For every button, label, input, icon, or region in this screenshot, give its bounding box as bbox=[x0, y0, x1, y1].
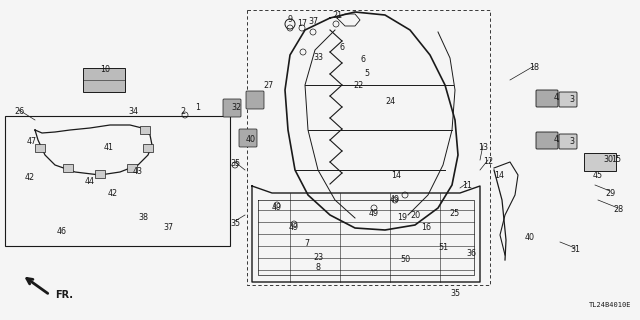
Bar bbox=[140, 126, 150, 134]
FancyBboxPatch shape bbox=[536, 90, 558, 107]
Text: 30: 30 bbox=[603, 156, 613, 164]
Text: 45: 45 bbox=[593, 172, 603, 180]
Text: 1: 1 bbox=[195, 103, 200, 113]
Text: 33: 33 bbox=[313, 53, 323, 62]
Text: 22: 22 bbox=[353, 82, 363, 91]
Bar bbox=[63, 164, 73, 172]
Text: 40: 40 bbox=[525, 234, 535, 243]
Text: 14: 14 bbox=[494, 171, 504, 180]
Text: 23: 23 bbox=[313, 253, 323, 262]
Text: 15: 15 bbox=[611, 155, 621, 164]
Text: 2: 2 bbox=[180, 108, 186, 116]
Text: 29: 29 bbox=[605, 188, 615, 197]
Bar bbox=[584, 153, 616, 171]
Text: 18: 18 bbox=[529, 63, 539, 73]
Text: 9: 9 bbox=[287, 15, 292, 25]
Text: 37: 37 bbox=[163, 222, 173, 231]
Text: 4: 4 bbox=[554, 135, 559, 145]
Text: 40: 40 bbox=[246, 135, 256, 145]
Text: 31: 31 bbox=[570, 245, 580, 254]
Text: FR.: FR. bbox=[55, 290, 73, 300]
Text: 35: 35 bbox=[450, 290, 460, 299]
Text: 7: 7 bbox=[305, 239, 310, 249]
Text: 47: 47 bbox=[27, 138, 37, 147]
Text: 14: 14 bbox=[391, 171, 401, 180]
FancyBboxPatch shape bbox=[246, 91, 264, 109]
Text: 32: 32 bbox=[231, 102, 241, 111]
Text: 43: 43 bbox=[133, 167, 143, 177]
Text: 3: 3 bbox=[570, 95, 575, 105]
Text: 27: 27 bbox=[263, 81, 273, 90]
Text: 35: 35 bbox=[230, 159, 240, 169]
FancyBboxPatch shape bbox=[223, 99, 241, 117]
Text: 42: 42 bbox=[25, 173, 35, 182]
Text: 11: 11 bbox=[462, 180, 472, 189]
Text: 13: 13 bbox=[478, 142, 488, 151]
Bar bbox=[35, 144, 45, 152]
Text: 34: 34 bbox=[128, 108, 138, 116]
Text: 6: 6 bbox=[360, 54, 365, 63]
Text: 5: 5 bbox=[364, 69, 369, 78]
FancyBboxPatch shape bbox=[559, 92, 577, 107]
Text: 36: 36 bbox=[466, 250, 476, 259]
Text: 10: 10 bbox=[100, 66, 110, 75]
Text: 3: 3 bbox=[570, 138, 575, 147]
Text: 50: 50 bbox=[400, 255, 410, 265]
Text: 16: 16 bbox=[421, 223, 431, 233]
Text: 41: 41 bbox=[104, 143, 114, 153]
Text: 46: 46 bbox=[57, 227, 67, 236]
Bar bbox=[95, 170, 105, 178]
Text: 6: 6 bbox=[339, 44, 344, 52]
Text: 35: 35 bbox=[230, 219, 240, 228]
Bar bbox=[127, 164, 137, 172]
Text: 51: 51 bbox=[438, 244, 448, 252]
Bar bbox=[5, 116, 230, 246]
Text: 8: 8 bbox=[316, 263, 321, 273]
Bar bbox=[83, 68, 125, 92]
Text: 28: 28 bbox=[613, 205, 623, 214]
Text: 21: 21 bbox=[332, 12, 342, 20]
Text: 44: 44 bbox=[85, 178, 95, 187]
Text: 49: 49 bbox=[272, 204, 282, 212]
Text: 37: 37 bbox=[308, 18, 318, 27]
Bar bbox=[143, 144, 153, 152]
Text: 12: 12 bbox=[483, 157, 493, 166]
Text: 24: 24 bbox=[385, 98, 395, 107]
Text: 49: 49 bbox=[390, 196, 400, 204]
Text: 42: 42 bbox=[108, 188, 118, 197]
Text: TL24B4010E: TL24B4010E bbox=[589, 302, 631, 308]
Text: 49: 49 bbox=[289, 223, 299, 233]
Text: 25: 25 bbox=[450, 209, 460, 218]
Text: 49: 49 bbox=[369, 209, 379, 218]
Text: 17: 17 bbox=[297, 20, 307, 28]
FancyBboxPatch shape bbox=[239, 129, 257, 147]
FancyBboxPatch shape bbox=[536, 132, 558, 149]
Text: 26: 26 bbox=[14, 108, 24, 116]
Text: 4: 4 bbox=[554, 92, 559, 101]
Text: 19: 19 bbox=[397, 213, 407, 222]
Text: 38: 38 bbox=[138, 213, 148, 222]
FancyBboxPatch shape bbox=[559, 134, 577, 149]
Text: 20: 20 bbox=[410, 212, 420, 220]
